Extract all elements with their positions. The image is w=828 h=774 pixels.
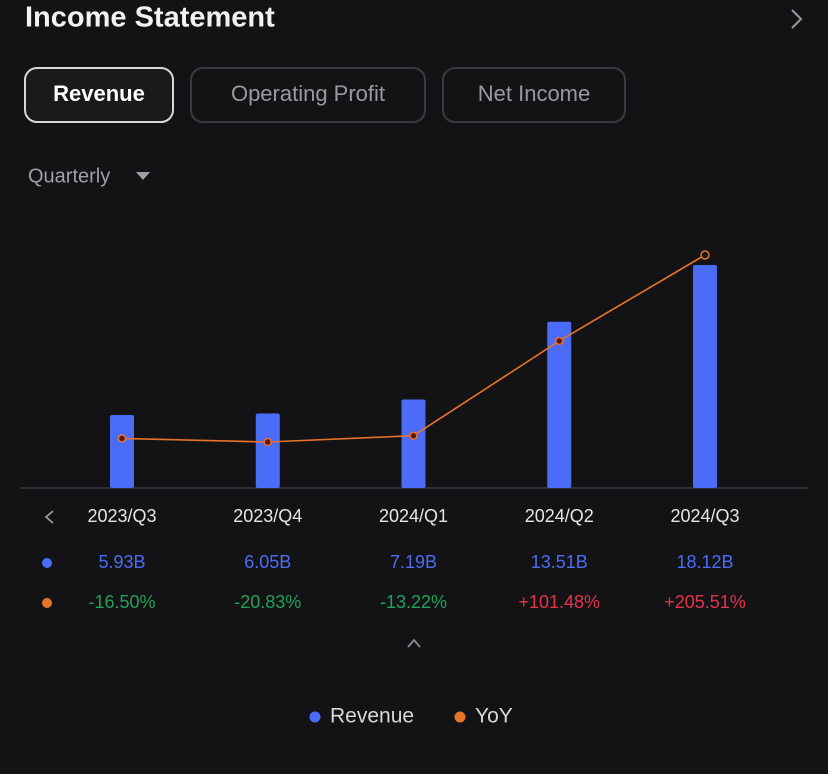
legend-label: YoY <box>475 705 513 728</box>
yoy-value: -13.22% <box>380 592 447 612</box>
yoy-point <box>700 250 710 260</box>
row-dot <box>42 598 52 608</box>
yoy-point <box>555 336 564 346</box>
yoy-value: +205.51% <box>664 592 746 612</box>
prev-arrow[interactable] <box>44 510 54 524</box>
legend-dot <box>454 711 466 723</box>
yoy-point <box>117 434 127 443</box>
tab-box[interactable] <box>24 67 174 123</box>
tab-box[interactable] <box>442 67 626 123</box>
revenue-value: 13.51B <box>531 552 588 572</box>
x-tick-label: 2024/Q2 <box>525 506 594 526</box>
x-tick-label: 2024/Q1 <box>379 506 448 526</box>
more-chevron[interactable] <box>791 9 803 29</box>
dropdown-arrow[interactable] <box>136 172 150 180</box>
tab-label[interactable]: Revenue <box>53 81 145 106</box>
tab-label[interactable]: Net Income <box>478 81 591 106</box>
yoy-value: -20.83% <box>234 592 301 612</box>
bar <box>693 265 717 488</box>
bar <box>547 321 572 488</box>
tab-box[interactable] <box>190 67 426 123</box>
bar <box>255 413 280 488</box>
yoy-point <box>263 437 272 447</box>
x-tick-label: 2023/Q4 <box>233 506 302 526</box>
legend-dot <box>309 711 321 723</box>
period-dropdown[interactable]: Quarterly <box>28 165 150 187</box>
revenue-value: 5.93B <box>98 552 145 572</box>
yoy-value: -16.50% <box>88 592 155 612</box>
tab[interactable]: Net Income <box>442 67 626 123</box>
page-title: Income Statement <box>25 2 275 34</box>
legend-label: Revenue <box>330 705 414 728</box>
period-label[interactable]: Quarterly <box>28 165 110 187</box>
tab[interactable]: Operating Profit <box>190 67 426 123</box>
bar <box>401 399 426 488</box>
tab-label[interactable]: Operating Profit <box>231 81 385 106</box>
bar <box>110 415 134 488</box>
tab[interactable]: Revenue <box>24 67 174 123</box>
yoy-value: +101.48% <box>518 592 600 612</box>
yoy-point <box>409 431 418 440</box>
revenue-value: 6.05B <box>244 552 291 572</box>
collapse-arrow[interactable] <box>407 638 421 648</box>
revenue-value: 7.19B <box>390 552 437 572</box>
revenue-value: 18.12B <box>676 552 733 572</box>
row-dot <box>42 558 52 568</box>
x-tick-label: 2024/Q3 <box>670 506 739 526</box>
x-tick-label: 2023/Q3 <box>87 506 156 526</box>
